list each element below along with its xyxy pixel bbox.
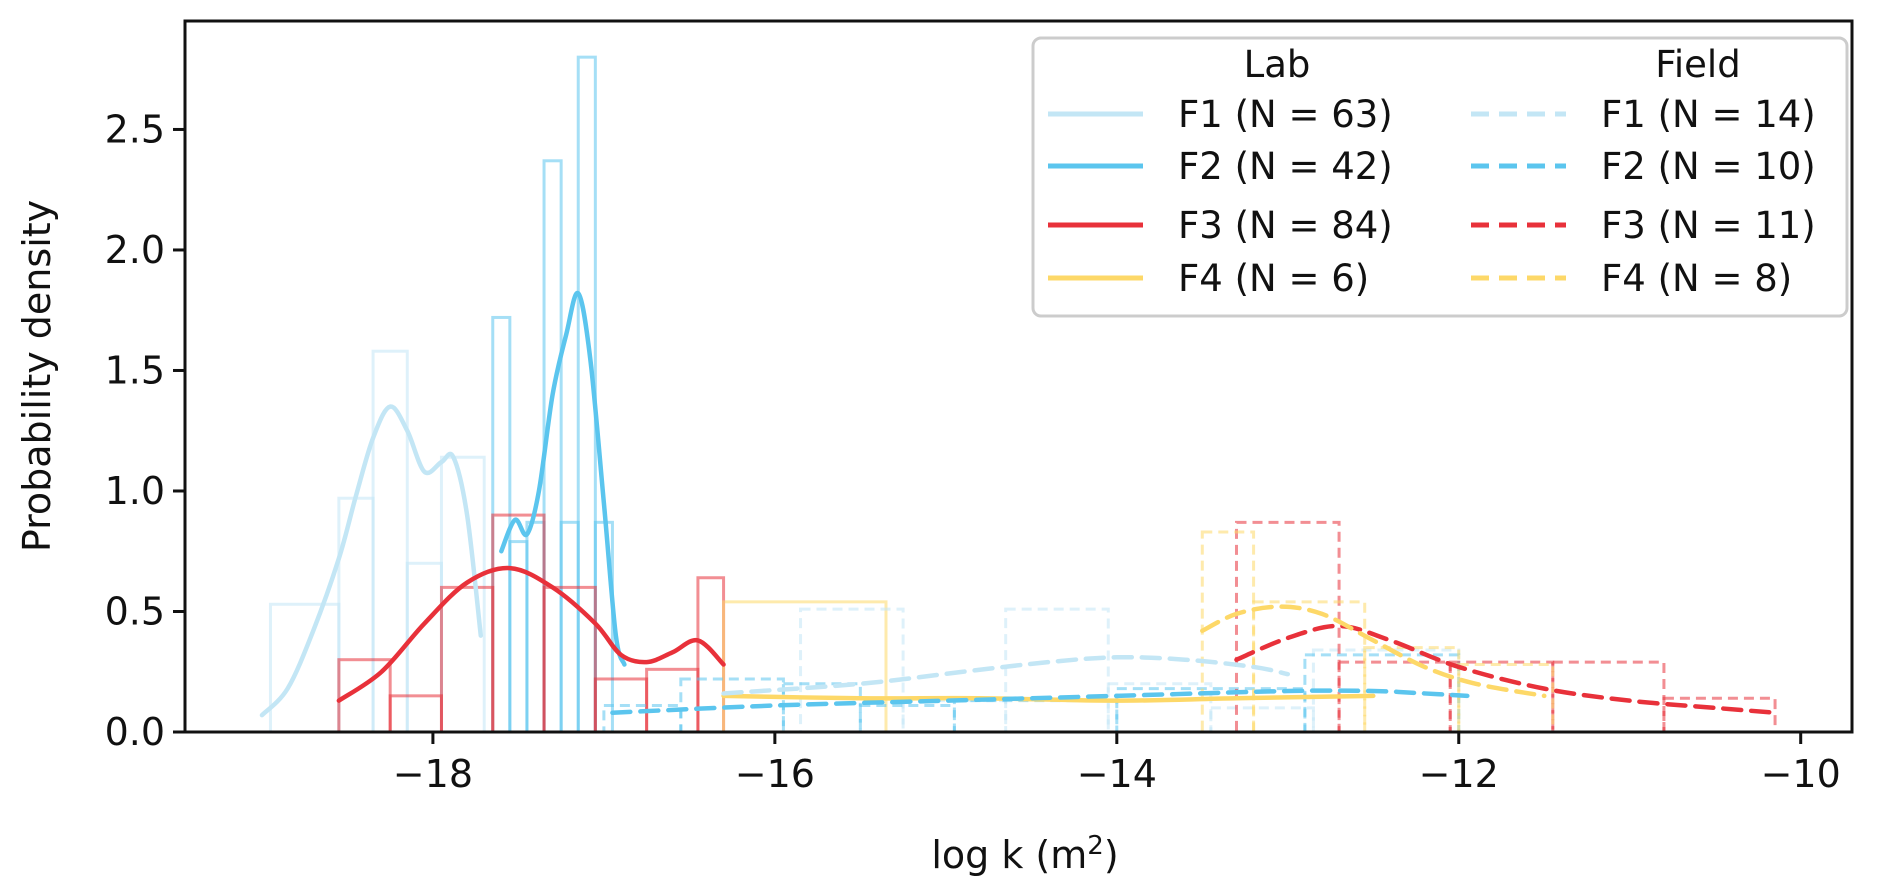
legend-label-field-f2: F2 (N = 10)	[1601, 145, 1816, 188]
x-tick-label: −10	[1761, 752, 1841, 796]
y-tick-label: 0.5	[105, 589, 165, 633]
x-axis-label-close: )	[1104, 833, 1119, 877]
legend-label-field-f4: F4 (N = 8)	[1601, 257, 1792, 300]
legend-box	[1031, 36, 1849, 318]
hist-bar-field-f3	[1234, 520, 1341, 734]
kde-curve-field-f4	[1200, 604, 1547, 699]
kde-curve-lab-f2	[499, 291, 627, 667]
hist-bar-field-f3	[1551, 660, 1666, 734]
x-axis-label: log k (m2)	[931, 831, 1118, 877]
hist-bar-lab-f2	[559, 520, 580, 734]
x-tick-label: −16	[735, 752, 815, 796]
hist-bar-field-f1	[1209, 706, 1315, 734]
y-tick-label: 2.0	[105, 228, 165, 272]
hist-bar-lab-f1	[405, 561, 443, 734]
hist-bar-field-f1	[1106, 682, 1213, 734]
kde-curve-field-f1	[721, 654, 1291, 696]
hist-bar-field-f4	[1252, 600, 1367, 734]
density-curve-layer	[259, 291, 1778, 718]
legend-label-lab-f4: F4 (N = 6)	[1178, 257, 1369, 300]
x-tick-label: −12	[1419, 752, 1499, 796]
plot-frame	[183, 19, 1854, 734]
axis-ticks: −18 −16 −14 −12 −10 0.0 0.5 1.0 1.5 2.0 2.5	[105, 107, 1841, 796]
hist-bar-lab-f2	[525, 520, 546, 734]
legend-label-lab-f3: F3 (N = 84)	[1178, 204, 1393, 247]
hist-bar-field-f1	[1311, 648, 1461, 734]
hist-bar-lab-f2	[491, 315, 512, 734]
hist-bar-lab-f3	[542, 585, 597, 734]
legend-label-field-f1: F1 (N = 14)	[1601, 93, 1816, 136]
hist-bar-field-f1	[799, 607, 905, 734]
y-tick-label: 0.0	[105, 710, 165, 754]
legend: Lab Field F1 (N = 63) F2 (N = 42) F3 (N = …	[1031, 36, 1849, 318]
hist-bar-field-f2	[602, 703, 683, 734]
kde-curve-field-f2	[610, 688, 1470, 715]
legend-label-field-f3: F3 (N = 11)	[1601, 204, 1816, 247]
y-tick-label: 1.5	[105, 348, 165, 392]
hist-bar-lab-f3	[388, 694, 443, 734]
legend-label-lab-f2: F2 (N = 42)	[1178, 145, 1393, 188]
hist-bar-field-f2	[781, 682, 862, 734]
legend-entries: F1 (N = 63) F2 (N = 42) F3 (N = 84) F4 (N =…	[1048, 93, 1816, 300]
hist-bar-field-f2	[952, 699, 1119, 734]
y-tick-label: 1.0	[105, 469, 165, 513]
kde-curve-lab-f3	[336, 565, 726, 703]
legend-title-field: Field	[1655, 43, 1740, 86]
hist-bar-field-f2	[858, 703, 956, 734]
x-tick-label: −14	[1077, 752, 1157, 796]
x-axis-label-main: log k (m	[931, 833, 1087, 877]
hist-bar-field-f1	[1004, 607, 1110, 734]
x-axis-label-superscript: 2	[1087, 831, 1104, 861]
y-axis-label: Probability density	[15, 200, 59, 552]
legend-label-lab-f1: F1 (N = 63)	[1178, 93, 1393, 136]
y-tick-label: 2.5	[105, 107, 165, 151]
hist-bar-field-f4	[1457, 663, 1555, 734]
kde-curve-field-f3	[1234, 623, 1778, 715]
hist-bar-lab-f1	[268, 602, 341, 734]
kde-curve-lab-f1	[259, 404, 484, 718]
x-tick-label: −18	[393, 752, 473, 796]
legend-title-lab: Lab	[1244, 43, 1311, 86]
